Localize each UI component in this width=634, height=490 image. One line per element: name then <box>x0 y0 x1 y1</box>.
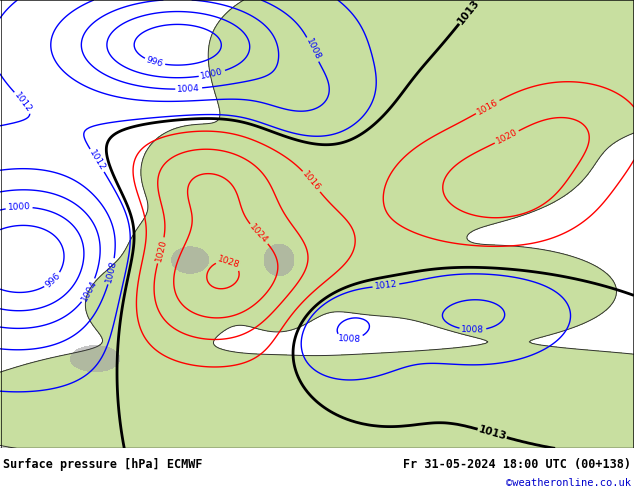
Text: 1013: 1013 <box>477 424 508 442</box>
Text: 1012: 1012 <box>87 148 107 172</box>
Text: 1013: 1013 <box>456 0 482 26</box>
Text: 1028: 1028 <box>217 254 242 270</box>
Text: 1008: 1008 <box>105 259 119 284</box>
Text: Fr 31-05-2024 18:00 UTC (00+138): Fr 31-05-2024 18:00 UTC (00+138) <box>403 458 631 470</box>
Text: 1004: 1004 <box>177 84 200 94</box>
Text: 1008: 1008 <box>304 37 322 62</box>
Text: 1008: 1008 <box>462 325 484 335</box>
Text: ©weatheronline.co.uk: ©weatheronline.co.uk <box>506 478 631 488</box>
Text: 1000: 1000 <box>8 202 31 212</box>
Text: 1024: 1024 <box>248 222 270 245</box>
Text: 996: 996 <box>44 271 62 290</box>
Text: 1008: 1008 <box>338 334 361 344</box>
Text: 996: 996 <box>145 55 164 69</box>
Text: 1016: 1016 <box>476 98 500 117</box>
Text: 1012: 1012 <box>13 91 34 114</box>
Text: 1000: 1000 <box>200 67 224 81</box>
Text: 1020: 1020 <box>495 128 519 146</box>
Text: 1004: 1004 <box>79 278 98 303</box>
Text: 1012: 1012 <box>374 280 398 292</box>
Text: 1020: 1020 <box>154 238 168 263</box>
Text: 1016: 1016 <box>301 170 323 193</box>
Text: Surface pressure [hPa] ECMWF: Surface pressure [hPa] ECMWF <box>3 458 203 470</box>
